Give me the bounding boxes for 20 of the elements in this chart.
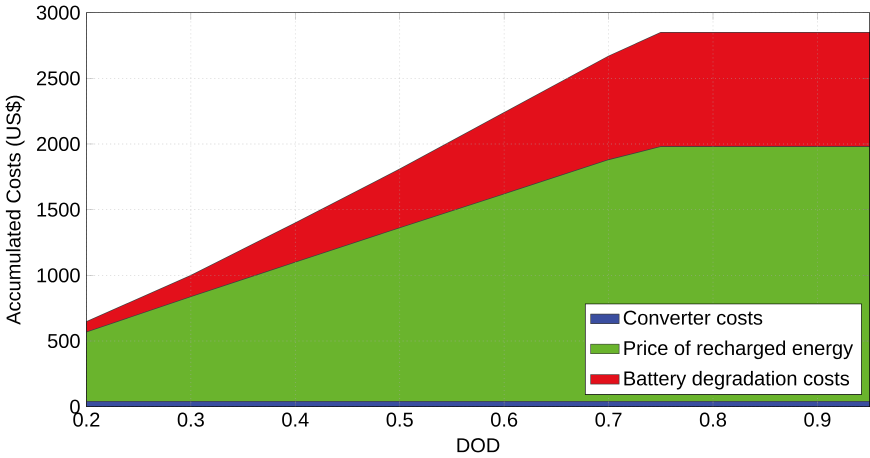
legend-label: Battery degradation costs: [624, 370, 850, 390]
y-tick-label: 500: [48, 334, 80, 348]
y-tick-label: 0: [70, 400, 80, 414]
y-tick-label: 1500: [38, 202, 80, 217]
x-tick-label: 0.9: [804, 412, 830, 427]
x-tick-label: 0.7: [595, 412, 622, 427]
y-tick-label: 2500: [36, 71, 80, 86]
y-axis-title: Accumulated Costs (US$): [6, 96, 25, 325]
x-tick-label: 0.3: [178, 412, 204, 427]
y-tick-label: 1000: [38, 268, 80, 282]
x-axis-title: DOD: [457, 438, 500, 452]
x-tick-label: 0.2: [73, 412, 100, 427]
y-tick-label: 2000: [36, 136, 80, 152]
x-tick-label: 0.6: [491, 412, 518, 427]
legend-label: Price of recharged energy: [624, 340, 854, 360]
x-tick-label: 0.5: [386, 412, 413, 427]
legend-label: Converter costs: [624, 310, 762, 325]
y-tick-label: 3000: [36, 6, 80, 20]
x-tick-label: 0.4: [282, 412, 309, 427]
x-tick-label: 0.8: [700, 412, 726, 427]
